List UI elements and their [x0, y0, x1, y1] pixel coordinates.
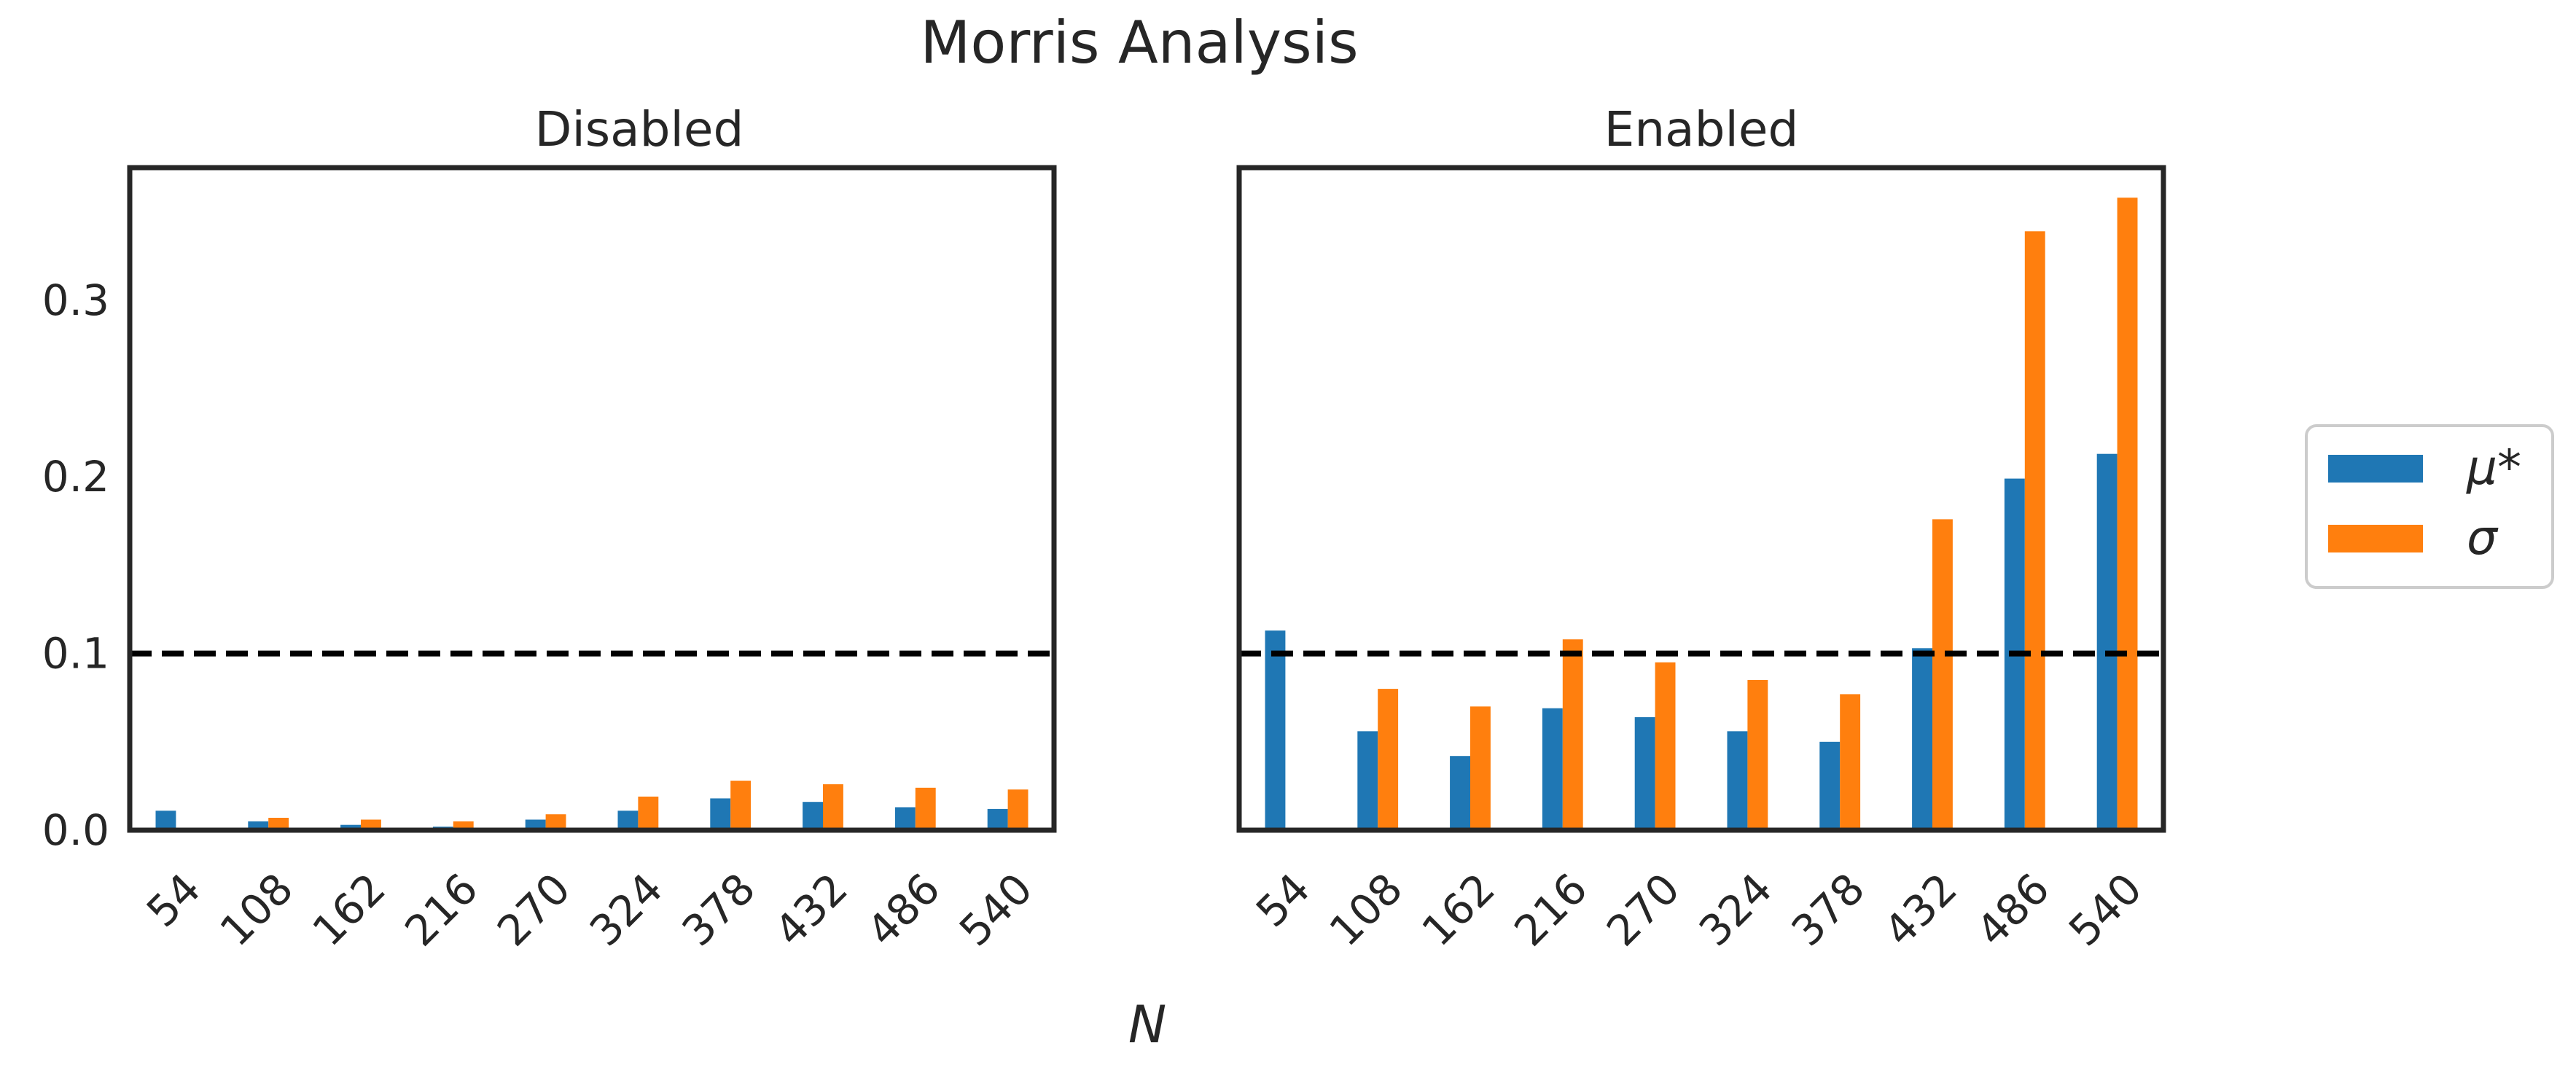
legend-swatch-mu-star — [2328, 455, 2423, 483]
panel-disabled: Disabled 0.0 0.1 0.2 0.3 54 108 162 216 270 324 3… — [42, 101, 1057, 956]
x-tick-label-216: 216 — [395, 864, 487, 956]
x-tick-label-486: 486 — [857, 864, 949, 956]
bar-sigma-432 — [823, 784, 843, 830]
x-tick-label-108: 108 — [211, 864, 303, 956]
legend-label-sigma: σ — [2467, 509, 2499, 566]
y-tick-label: 0.1 — [42, 629, 109, 679]
bar-mu-star-270 — [1634, 716, 1655, 830]
bar-sigma-162 — [361, 819, 381, 830]
x-tick-label-486: 486 — [1967, 864, 2058, 956]
bar-mu-star-54 — [155, 811, 176, 830]
bar-sigma-108 — [268, 818, 289, 830]
x-tick-labels-enabled: 54 108 162 216 270 324 378 432 486 540 — [1246, 864, 2151, 956]
bar-mu-star-432 — [803, 802, 823, 830]
bar-mu-star-270 — [525, 819, 546, 830]
bar-mu-star-432 — [1912, 648, 1932, 830]
bar-mu-star-378 — [1819, 741, 1841, 830]
x-tick-label-540: 540 — [2059, 864, 2151, 956]
bar-sigma-216 — [1562, 639, 1583, 830]
bar-sigma-270 — [545, 814, 566, 830]
x-tick-label-432: 432 — [1875, 864, 1967, 956]
x-tick-label-540: 540 — [950, 864, 1042, 956]
figure-title: Morris Analysis — [920, 9, 1358, 77]
axes-frame-enabled — [1236, 165, 2166, 833]
bar-sigma-108 — [1378, 689, 1399, 830]
x-tick-label-270: 270 — [488, 864, 579, 956]
bar-sigma-162 — [1470, 706, 1491, 830]
bar-sigma-324 — [1747, 680, 1768, 830]
x-tick-label-432: 432 — [765, 864, 857, 956]
bar-sigma-540 — [1007, 789, 1029, 830]
legend: μ* σ — [2305, 424, 2554, 589]
bar-sigma-378 — [730, 781, 752, 830]
x-tick-label-54: 54 — [1246, 864, 1319, 937]
panel-title-disabled: Disabled — [535, 101, 744, 157]
bars-disabled — [155, 781, 1029, 830]
panel-title-enabled: Enabled — [1604, 101, 1799, 157]
x-tick-label-162: 162 — [303, 864, 395, 956]
bar-mu-star-162 — [340, 824, 361, 830]
bar-mu-star-108 — [1357, 731, 1378, 830]
y-tick-label: 0.2 — [42, 452, 109, 501]
panel-enabled: Enabled 54 108 162 216 270 324 378 432 486 540 — [1236, 101, 2166, 956]
legend-swatch-sigma — [2328, 525, 2423, 552]
x-tick-label-324: 324 — [1690, 864, 1781, 956]
bar-mu-star-378 — [710, 798, 731, 830]
x-tick-label-378: 378 — [1782, 864, 1874, 956]
x-tick-labels-disabled: 54 108 162 216 270 324 378 432 486 540 — [137, 864, 1042, 956]
x-tick-label-162: 162 — [1413, 864, 1504, 956]
legend-label-mu-star: μ* — [2466, 440, 2521, 496]
x-tick-label-324: 324 — [580, 864, 672, 956]
x-tick-label-54: 54 — [137, 864, 210, 937]
x-tick-label-216: 216 — [1504, 864, 1596, 956]
bar-mu-star-54 — [1265, 630, 1286, 830]
bar-mu-star-324 — [617, 811, 639, 830]
bar-sigma-540 — [2117, 198, 2138, 830]
bar-mu-star-324 — [1727, 731, 1748, 830]
bar-sigma-324 — [638, 796, 659, 830]
y-tick-label: 0.0 — [42, 805, 109, 855]
bar-sigma-486 — [915, 787, 936, 830]
bar-mu-star-162 — [1450, 756, 1470, 830]
bar-sigma-486 — [2024, 231, 2045, 830]
bar-sigma-432 — [1932, 519, 1953, 830]
y-tick-labels: 0.0 0.1 0.2 0.3 — [42, 276, 109, 855]
bar-sigma-270 — [1655, 662, 1676, 830]
x-tick-label-270: 270 — [1597, 864, 1689, 956]
axes-frame-disabled — [127, 165, 1057, 833]
bar-mu-star-540 — [987, 808, 1008, 830]
x-tick-label-378: 378 — [673, 864, 765, 956]
bar-mu-star-486 — [894, 807, 916, 830]
x-axis-label: N — [1128, 995, 1166, 1055]
bar-mu-star-540 — [2096, 453, 2118, 830]
bar-mu-star-216 — [1542, 708, 1563, 830]
y-tick-label: 0.3 — [42, 276, 109, 325]
x-tick-label-108: 108 — [1320, 864, 1412, 956]
bar-sigma-378 — [1840, 694, 1861, 830]
bars-enabled — [1265, 198, 2138, 830]
